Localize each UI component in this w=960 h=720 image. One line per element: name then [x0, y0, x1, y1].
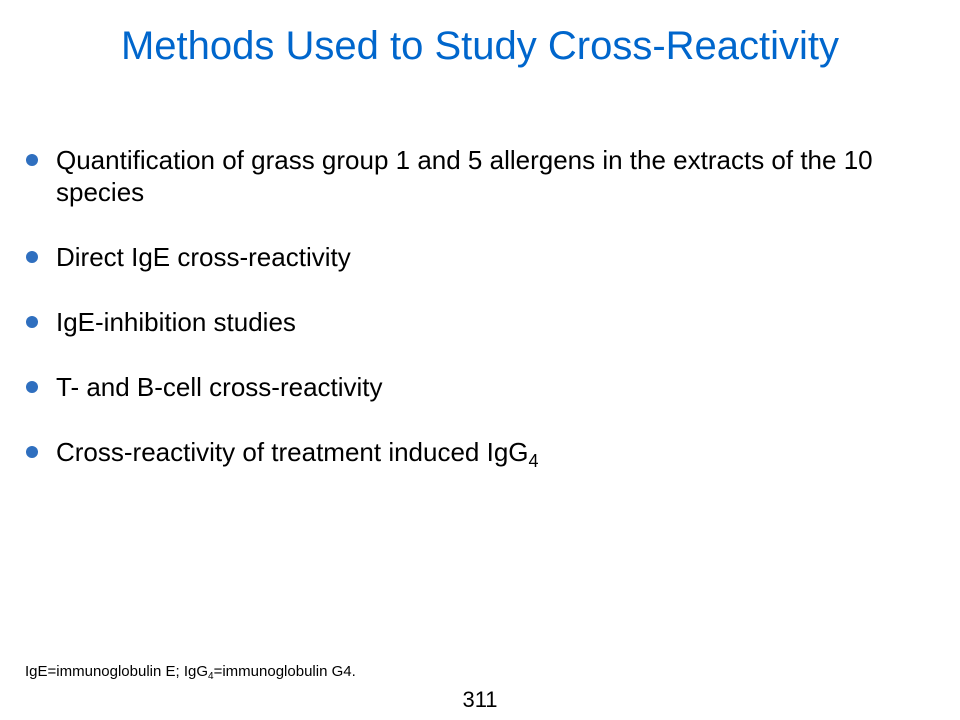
slide-title: Methods Used to Study Cross-Reactivity [120, 24, 840, 68]
bullet-subscript: 4 [528, 451, 539, 471]
page-number: 311 [462, 687, 498, 712]
bullet-item-direct-ige: Direct IgE cross-reactivity [26, 241, 936, 273]
bullet-text: Direct IgE cross-reactivity [56, 242, 351, 272]
bullet-text: Cross-reactivity of treatment induced Ig… [56, 437, 529, 467]
footnote-text-part1: IgE=immunoglobulin E; IgG [25, 663, 209, 680]
bullet-text: T- and B-cell cross-reactivity [56, 372, 383, 402]
bullet-dot-icon [26, 316, 38, 328]
footnote-subscript: 4 [208, 671, 214, 682]
bullet-item-ige-inhibition: IgE-inhibition studies [26, 306, 936, 338]
footnote-text-part2: =immunoglobulin G4. [213, 663, 356, 680]
bullet-text: IgE-inhibition studies [56, 307, 296, 337]
bullet-item-t-b-cell: T- and B-cell cross-reactivity [26, 371, 936, 403]
bullet-dot-icon [26, 154, 38, 166]
bullet-text: Quantification of grass group 1 and 5 al… [56, 145, 873, 207]
bullet-list: Quantification of grass group 1 and 5 al… [26, 144, 936, 501]
bullet-dot-icon [26, 446, 38, 458]
bullet-item-igg4: Cross-reactivity of treatment induced Ig… [26, 436, 936, 471]
bullet-item-quantification: Quantification of grass group 1 and 5 al… [26, 144, 936, 208]
footnote: IgE=immunoglobulin E; IgG4=immunoglobuli… [25, 662, 356, 682]
bullet-dot-icon [26, 381, 38, 393]
bullet-dot-icon [26, 251, 38, 263]
